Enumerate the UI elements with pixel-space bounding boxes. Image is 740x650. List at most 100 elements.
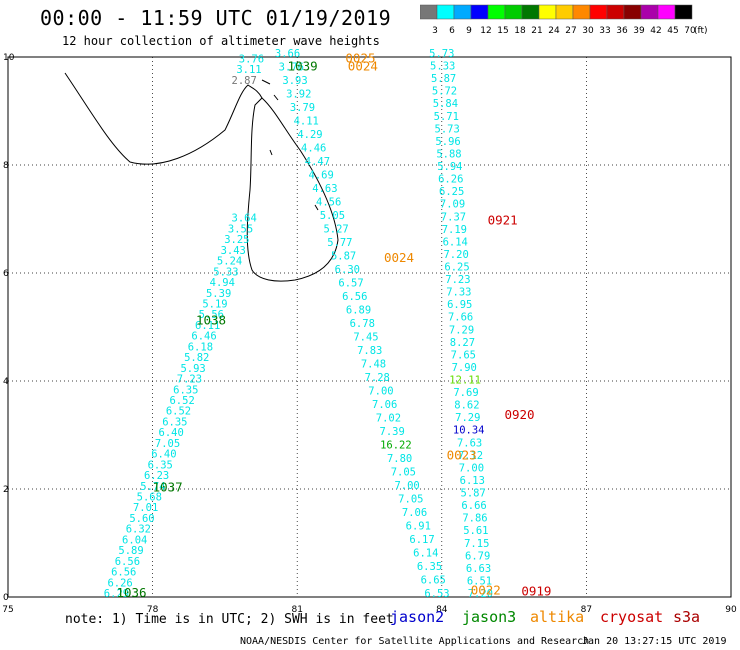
wave-height-value: 3.55 [228,223,253,235]
wave-height-value: 7.06 [372,399,397,411]
wave-height-value: 7.48 [361,359,386,371]
sri-lanka-india-coastline [64,72,339,282]
altimeter-readings: 3.663.763.933.923.794.114.294.464.474.69… [104,48,493,600]
legend-label: 70 [684,26,696,36]
page-title: 00:00 - 11:59 UTC 01/19/2019 [40,6,392,30]
wave-height-value: 16.22 [380,440,412,452]
wave-height-value: 7.20 [468,588,493,600]
wave-height-value: 5.05 [320,210,345,222]
pass-time-label: 0919 [521,583,551,598]
pass-time-label: 0022 [471,582,501,597]
wave-height-value: 6.66 [461,500,486,512]
y-tick-label: 8 [3,161,9,171]
legend-label: 15 [497,26,508,36]
wave-height-value: 6.91 [406,521,431,533]
wave-height-value: 6.13 [460,475,485,487]
wave-height-value: 6.30 [335,264,360,276]
wave-height-value: 7.80 [387,453,412,465]
wave-height-value: 6.95 [447,299,472,311]
wave-height-value: 4.11 [294,116,319,128]
wave-height-value: 7.45 [353,332,378,344]
sri-lanka-coastline [246,97,339,282]
wave-height-value: 5.61 [463,525,488,537]
pass-time-label: 0024 [384,250,414,265]
legend-label: 42 [650,26,661,36]
pass-time-label: 0921 [488,212,518,227]
wave-height-value: 7.66 [448,312,473,324]
wave-height-value: 8.27 [450,337,475,349]
pass-time-label: 1037 [153,480,183,495]
wave-height-value: 5.68 [137,491,162,503]
legend-label: 6 [449,26,455,36]
wave-height-value: 7.00 [459,462,484,474]
wave-height-value: 5.27 [323,224,348,236]
wave-height-value: 3.25 [224,234,249,246]
wave-height-value: 6.52 [166,406,191,418]
map-frame [7,56,732,598]
wave-height-value: 5.93 [180,363,205,375]
wave-height-value: 5.33 [430,61,455,73]
wave-height-value: 5.73 [429,48,454,60]
wave-height-value: 3.11 [236,64,261,76]
generated-timestamp: Jan 20 13:27:15 UTC 2019 [582,636,727,647]
wave-height-value: 6.63 [466,563,491,575]
coast-islands [261,79,319,211]
wave-height-value: 7.05 [398,494,423,506]
wave-height-value: 7.12 [458,450,483,462]
legend-label: 36 [616,26,628,36]
color-legend-bar: 3 6 9 12 15 18 21 24 27 30 33 36 39 42 45 70(ft) [420,4,708,36]
wave-height-value: 5.82 [184,352,209,364]
wave-height-value: 7.28 [365,372,390,384]
wave-height-value: 6.35 [162,416,187,428]
satellite-jason2: jason2 [390,608,445,626]
wave-height-value: 5.89 [118,545,143,557]
axis-tick-labels: 75 78 81 84 87 90 0 2 4 6 8 10 [2,53,737,615]
wave-height-value: 7.00 [394,480,419,492]
legend-label: 39 [633,26,645,36]
wave-height-value: 6.25 [439,186,464,198]
pass-time-label: 1039 [288,59,318,74]
pass-time-label: 1038 [196,312,226,327]
wave-height-value: 7.15 [464,538,489,550]
wave-height-value: 3.76 [239,53,264,65]
legend-label: 24 [548,26,560,36]
wave-height-value: 3.76 [279,62,304,74]
page-subtitle: 12 hour collection of altimeter wave hei… [62,34,380,48]
legend-label: 9 [466,26,472,36]
legend-label: 12 [480,26,491,36]
wave-height-value: 5.87 [431,73,456,85]
color-legend: 3 6 9 12 15 18 21 24 27 30 33 36 39 42 45 70 (ft) [420,4,732,36]
legend-label: 21 [531,26,542,36]
wave-height-value: 6.40 [151,449,176,461]
wave-height-value: 3.92 [286,89,311,101]
wave-height-value: 6.35 [148,459,173,471]
wave-height-value: 6.26 [107,577,132,589]
wave-height-value: 7.65 [451,349,476,361]
wave-height-value: 6.52 [169,395,194,407]
wave-height-value: 6.57 [338,278,363,290]
wave-height-value: 5.73 [435,123,460,135]
wave-height-value: 3.43 [221,245,246,257]
wave-height-value: 6.35 [417,561,442,573]
wave-height-value: 5.56 [199,309,224,321]
legend-label: 18 [514,26,526,36]
wave-height-value: 5.72 [432,86,457,98]
credit-line: NOAA/NESDIS Center for Satellite Applica… [240,636,590,647]
wave-height-value: 6.56 [115,556,140,568]
wave-height-value: 5.33 [213,266,238,278]
y-tick-label: 0 [3,593,9,603]
wave-height-value: 5.94 [437,161,462,173]
x-tick-label: 78 [147,605,159,615]
legend-label: 3 [432,26,438,36]
wave-height-value: 7.63 [457,437,482,449]
wave-height-value: 5.88 [436,148,461,160]
y-tick-label: 4 [3,377,9,387]
wave-height-value: 7.01 [133,502,158,514]
x-tick-label: 75 [2,605,13,615]
wave-height-value: 7.19 [442,224,467,236]
wave-height-value: 10.34 [453,425,485,437]
wave-height-value: 7.00 [368,386,393,398]
y-tick-label: 2 [3,485,9,495]
wave-height-value: 6.14 [413,548,438,560]
